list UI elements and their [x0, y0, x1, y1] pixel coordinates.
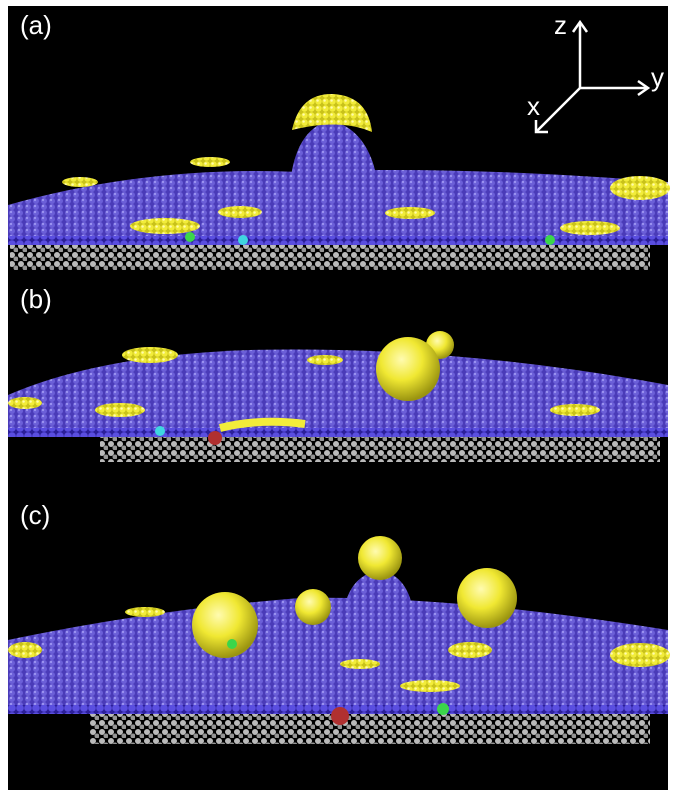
axis-x-label: x	[527, 91, 540, 121]
figure: z y x (a) (b) (c)	[0, 0, 674, 791]
axis-z-label: z	[554, 10, 567, 40]
panel-label: (a)	[20, 10, 52, 40]
page: z y x (a) (b) (c) (() => { const data = …	[0, 0, 674, 791]
panel-label: (b)	[20, 284, 52, 314]
panel-label: (c)	[20, 500, 50, 530]
axis-y-label: y	[651, 62, 664, 92]
